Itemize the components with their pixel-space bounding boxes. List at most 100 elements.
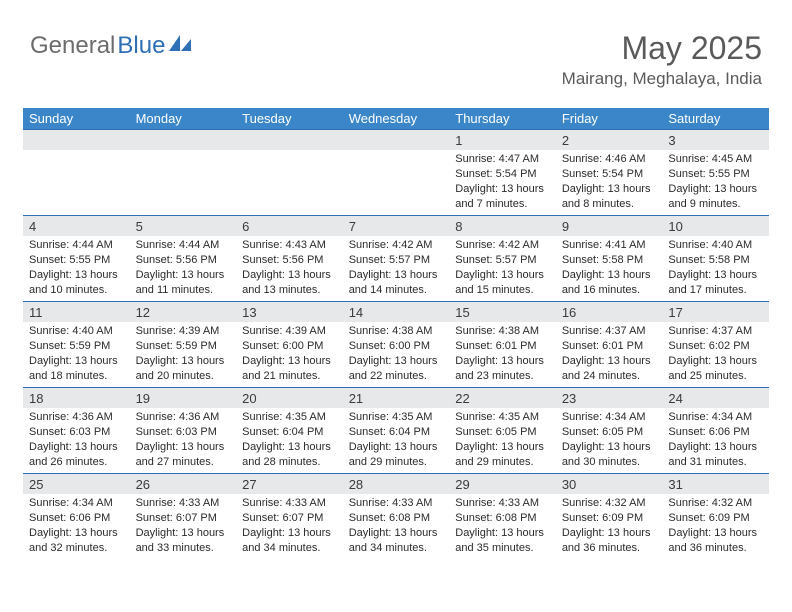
calendar-day-cell: 7Sunrise: 4:42 AMSunset: 5:57 PMDaylight…	[343, 216, 450, 302]
day-content: Sunrise: 4:34 AMSunset: 6:06 PMDaylight:…	[23, 494, 130, 558]
daylight-line: Daylight: 13 hours and 25 minutes.	[668, 354, 763, 384]
sunrise-line: Sunrise: 4:33 AM	[242, 496, 337, 511]
daylight-line: Daylight: 13 hours and 7 minutes.	[455, 182, 550, 212]
day-content: Sunrise: 4:33 AMSunset: 6:07 PMDaylight:…	[130, 494, 237, 558]
calendar-day-cell: 9Sunrise: 4:41 AMSunset: 5:58 PMDaylight…	[556, 216, 663, 302]
sunset-line: Sunset: 6:08 PM	[455, 511, 550, 526]
sunset-line: Sunset: 6:08 PM	[349, 511, 444, 526]
sunset-line: Sunset: 6:01 PM	[562, 339, 657, 354]
day-content: Sunrise: 4:33 AMSunset: 6:08 PMDaylight:…	[343, 494, 450, 558]
sunset-line: Sunset: 6:05 PM	[562, 425, 657, 440]
daylight-line: Daylight: 13 hours and 36 minutes.	[562, 526, 657, 556]
sunrise-line: Sunrise: 4:41 AM	[562, 238, 657, 253]
calendar-day-cell: 25Sunrise: 4:34 AMSunset: 6:06 PMDayligh…	[23, 474, 130, 560]
sunrise-line: Sunrise: 4:32 AM	[668, 496, 763, 511]
calendar-week-row: 11Sunrise: 4:40 AMSunset: 5:59 PMDayligh…	[23, 302, 769, 388]
sunset-line: Sunset: 6:01 PM	[455, 339, 550, 354]
day-content: Sunrise: 4:34 AMSunset: 6:05 PMDaylight:…	[556, 408, 663, 472]
daylight-line: Daylight: 13 hours and 27 minutes.	[136, 440, 231, 470]
day-number-empty	[23, 130, 130, 150]
location-label: Mairang, Meghalaya, India	[562, 69, 762, 89]
daylight-line: Daylight: 13 hours and 8 minutes.	[562, 182, 657, 212]
day-number: 23	[556, 388, 663, 408]
day-content: Sunrise: 4:35 AMSunset: 6:04 PMDaylight:…	[343, 408, 450, 472]
day-number: 15	[449, 302, 556, 322]
daylight-line: Daylight: 13 hours and 17 minutes.	[668, 268, 763, 298]
day-number: 10	[662, 216, 769, 236]
weekday-header: Sunday	[23, 108, 130, 130]
day-content: Sunrise: 4:40 AMSunset: 5:59 PMDaylight:…	[23, 322, 130, 386]
sunrise-line: Sunrise: 4:34 AM	[562, 410, 657, 425]
day-number: 30	[556, 474, 663, 494]
calendar-day-cell: 13Sunrise: 4:39 AMSunset: 6:00 PMDayligh…	[236, 302, 343, 388]
sunrise-line: Sunrise: 4:33 AM	[349, 496, 444, 511]
weekday-header: Saturday	[662, 108, 769, 130]
daylight-line: Daylight: 13 hours and 22 minutes.	[349, 354, 444, 384]
sunset-line: Sunset: 5:55 PM	[668, 167, 763, 182]
sunset-line: Sunset: 6:09 PM	[562, 511, 657, 526]
sunset-line: Sunset: 6:02 PM	[668, 339, 763, 354]
logo-word-general: General	[30, 32, 115, 60]
day-number: 14	[343, 302, 450, 322]
logo-word-blue: Blue	[117, 32, 165, 60]
day-number: 21	[343, 388, 450, 408]
day-number-empty	[130, 130, 237, 150]
sunset-line: Sunset: 6:06 PM	[29, 511, 124, 526]
sunrise-line: Sunrise: 4:38 AM	[455, 324, 550, 339]
day-number: 24	[662, 388, 769, 408]
day-content: Sunrise: 4:43 AMSunset: 5:56 PMDaylight:…	[236, 236, 343, 300]
day-content: Sunrise: 4:33 AMSunset: 6:07 PMDaylight:…	[236, 494, 343, 558]
calendar-week-row: 25Sunrise: 4:34 AMSunset: 6:06 PMDayligh…	[23, 474, 769, 560]
daylight-line: Daylight: 13 hours and 13 minutes.	[242, 268, 337, 298]
sunrise-line: Sunrise: 4:36 AM	[29, 410, 124, 425]
day-number: 19	[130, 388, 237, 408]
sunrise-line: Sunrise: 4:46 AM	[562, 152, 657, 167]
daylight-line: Daylight: 13 hours and 26 minutes.	[29, 440, 124, 470]
daylight-line: Daylight: 13 hours and 29 minutes.	[349, 440, 444, 470]
daylight-line: Daylight: 13 hours and 11 minutes.	[136, 268, 231, 298]
calendar-day-cell: 24Sunrise: 4:34 AMSunset: 6:06 PMDayligh…	[662, 388, 769, 474]
sunrise-line: Sunrise: 4:47 AM	[455, 152, 550, 167]
calendar-week-row: 18Sunrise: 4:36 AMSunset: 6:03 PMDayligh…	[23, 388, 769, 474]
calendar-day-cell: 6Sunrise: 4:43 AMSunset: 5:56 PMDaylight…	[236, 216, 343, 302]
calendar-day-cell: 21Sunrise: 4:35 AMSunset: 6:04 PMDayligh…	[343, 388, 450, 474]
calendar-day-cell: 27Sunrise: 4:33 AMSunset: 6:07 PMDayligh…	[236, 474, 343, 560]
brand-logo: General Blue	[30, 32, 191, 60]
day-content: Sunrise: 4:39 AMSunset: 5:59 PMDaylight:…	[130, 322, 237, 386]
weekday-header: Friday	[556, 108, 663, 130]
day-number: 5	[130, 216, 237, 236]
calendar-day-cell: 12Sunrise: 4:39 AMSunset: 5:59 PMDayligh…	[130, 302, 237, 388]
daylight-line: Daylight: 13 hours and 35 minutes.	[455, 526, 550, 556]
day-number: 18	[23, 388, 130, 408]
day-content: Sunrise: 4:33 AMSunset: 6:08 PMDaylight:…	[449, 494, 556, 558]
calendar-day-cell: 17Sunrise: 4:37 AMSunset: 6:02 PMDayligh…	[662, 302, 769, 388]
sunset-line: Sunset: 6:04 PM	[349, 425, 444, 440]
day-number: 27	[236, 474, 343, 494]
sunrise-line: Sunrise: 4:34 AM	[668, 410, 763, 425]
calendar-week-row: 4Sunrise: 4:44 AMSunset: 5:55 PMDaylight…	[23, 216, 769, 302]
daylight-line: Daylight: 13 hours and 23 minutes.	[455, 354, 550, 384]
day-content: Sunrise: 4:32 AMSunset: 6:09 PMDaylight:…	[556, 494, 663, 558]
daylight-line: Daylight: 13 hours and 33 minutes.	[136, 526, 231, 556]
sunrise-line: Sunrise: 4:42 AM	[455, 238, 550, 253]
daylight-line: Daylight: 13 hours and 28 minutes.	[242, 440, 337, 470]
daylight-line: Daylight: 13 hours and 16 minutes.	[562, 268, 657, 298]
day-number: 17	[662, 302, 769, 322]
sunrise-line: Sunrise: 4:37 AM	[562, 324, 657, 339]
calendar-day-cell: 1Sunrise: 4:47 AMSunset: 5:54 PMDaylight…	[449, 130, 556, 216]
day-content: Sunrise: 4:35 AMSunset: 6:04 PMDaylight:…	[236, 408, 343, 472]
sunrise-line: Sunrise: 4:38 AM	[349, 324, 444, 339]
calendar-day-cell	[130, 130, 237, 216]
weekday-header-row: SundayMondayTuesdayWednesdayThursdayFrid…	[23, 108, 769, 130]
sunset-line: Sunset: 5:55 PM	[29, 253, 124, 268]
daylight-line: Daylight: 13 hours and 24 minutes.	[562, 354, 657, 384]
sunset-line: Sunset: 5:59 PM	[29, 339, 124, 354]
day-number: 8	[449, 216, 556, 236]
header-block: May 2025 Mairang, Meghalaya, India	[562, 30, 762, 89]
day-content: Sunrise: 4:46 AMSunset: 5:54 PMDaylight:…	[556, 150, 663, 214]
sunrise-line: Sunrise: 4:40 AM	[29, 324, 124, 339]
calendar-week-row: 1Sunrise: 4:47 AMSunset: 5:54 PMDaylight…	[23, 130, 769, 216]
sunset-line: Sunset: 6:07 PM	[136, 511, 231, 526]
sunrise-line: Sunrise: 4:34 AM	[29, 496, 124, 511]
sunrise-line: Sunrise: 4:35 AM	[349, 410, 444, 425]
